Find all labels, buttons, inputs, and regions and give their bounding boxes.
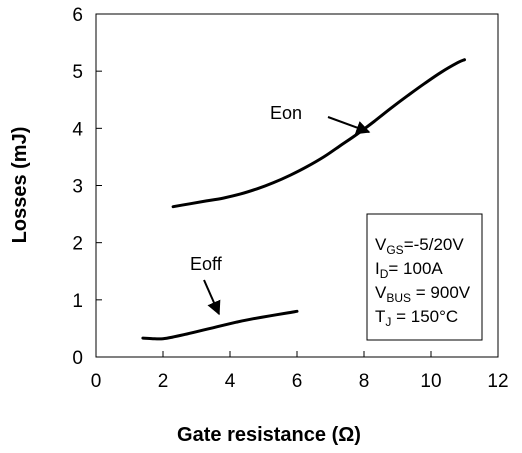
x-tick-label-1: 2 xyxy=(158,371,169,392)
series-layer xyxy=(141,58,466,341)
eoff-annotation-arrow xyxy=(203,279,221,316)
x-tick-label-4: 8 xyxy=(359,371,370,392)
x-tick-label-2: 4 xyxy=(225,371,236,392)
y-tick-label-4: 4 xyxy=(72,119,83,140)
x-axis-title: Gate resistance (Ω) xyxy=(177,424,361,446)
eoff-annotation-label: Eoff xyxy=(190,254,223,274)
condition-line-2: VBUS = 900V xyxy=(375,283,471,305)
eon-annotation-arrow xyxy=(327,116,371,135)
conditions-box xyxy=(366,213,483,341)
eon-annotation-label: Eon xyxy=(270,103,302,123)
x-tick-label-6: 12 xyxy=(487,371,508,392)
y-ticks: 0 1 2 3 4 5 6 xyxy=(72,5,102,369)
series-line-eon xyxy=(171,58,466,209)
x-tick-label-3: 6 xyxy=(292,371,303,392)
condition-line-1: ID= 100A xyxy=(375,259,443,281)
y-tick-label-3: 3 xyxy=(72,177,83,198)
y-tick-label-5: 5 xyxy=(72,62,83,83)
x-tick-label-0: 0 xyxy=(91,371,102,392)
x-tick-label-5: 10 xyxy=(420,371,441,392)
y-tick-label-2: 2 xyxy=(72,234,83,255)
y-tick-label-0: 0 xyxy=(72,348,83,369)
x-ticks: 0 2 4 6 8 10 12 xyxy=(91,351,509,392)
series-line-eoff xyxy=(141,309,299,341)
y-tick-label-6: 6 xyxy=(72,5,83,26)
condition-line-3: TJ = 150°C xyxy=(375,307,458,329)
y-tick-label-1: 1 xyxy=(72,291,83,312)
condition-line-0: VGS=-5/20V xyxy=(375,235,464,257)
y-axis-title: Losses (mJ) xyxy=(9,127,31,244)
